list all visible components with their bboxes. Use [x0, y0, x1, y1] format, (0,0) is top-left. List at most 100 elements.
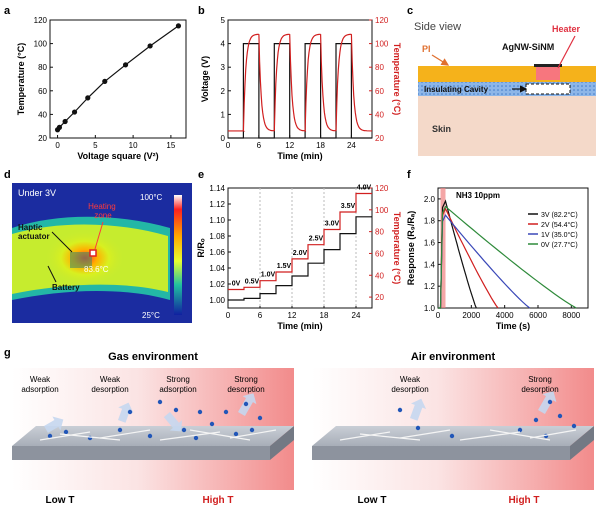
- y-tick-label: 1.2: [424, 282, 436, 291]
- gas-process-label-line: Weak: [30, 375, 51, 384]
- gas-process-label-line: adsorption: [21, 385, 58, 394]
- plot-frame: [49, 19, 187, 139]
- thermal-caption: Under 3V: [18, 188, 56, 198]
- right-tick-label: 80: [375, 63, 384, 72]
- pi-layer: [418, 66, 596, 82]
- gas-process-label-line: Strong: [234, 375, 258, 384]
- x-tick-label: 2000: [462, 311, 480, 320]
- insulating-cavity: [525, 83, 571, 95]
- y-tick-label: 60: [38, 87, 47, 96]
- data-point: [102, 78, 108, 84]
- step-voltage-label: 4.0V: [357, 184, 372, 191]
- data-point: [85, 95, 91, 101]
- panel-letter-g: g: [4, 347, 11, 359]
- data-point: [56, 124, 63, 130]
- x-axis-label: Voltage square (V²): [77, 151, 158, 161]
- gas-molecule: [47, 433, 53, 439]
- air-process-label-line: Weak: [400, 375, 421, 384]
- x-tick-label: 6: [257, 141, 262, 150]
- x-tick-label: 5: [93, 141, 98, 150]
- process-arrow: [44, 416, 64, 433]
- nanowire: [339, 431, 391, 441]
- side-view-title: Side view: [414, 21, 461, 33]
- data-point: [62, 118, 68, 125]
- gas-molecule: [557, 413, 563, 419]
- y-tick-label: 20: [38, 134, 47, 143]
- nanowire: [489, 429, 551, 441]
- air-process-label-line: desorption: [521, 385, 558, 394]
- right-tick-label: 20: [375, 293, 384, 302]
- x-tick-label: 0: [55, 141, 60, 150]
- cavity-label: Insulating Cavity: [424, 85, 489, 94]
- x-tick-label: 10: [129, 141, 138, 150]
- process-arrow: [538, 391, 557, 414]
- gas-low-t-label: Low T: [46, 495, 75, 506]
- x-tick-label: 24: [347, 141, 356, 150]
- step-voltage-label: 2.5V: [309, 236, 324, 243]
- x-axis-label: Time (min): [277, 321, 322, 331]
- nanowire: [399, 429, 451, 439]
- x-tick-label: 24: [352, 311, 361, 320]
- gas-slab-front: [12, 446, 270, 460]
- y-tick-label: 1.14: [209, 184, 225, 193]
- gas-env-title: Gas environment: [108, 351, 198, 363]
- skin-layer: [418, 96, 596, 156]
- agnw-label: AgNW-SiNM: [502, 42, 554, 52]
- heating-zone-label-line2: zone: [94, 211, 112, 220]
- nanowire: [59, 433, 121, 441]
- y-axis-label: R/Rₒ: [196, 238, 206, 257]
- heating-zone-marker: [89, 249, 97, 257]
- right-tick-label: 80: [375, 228, 384, 237]
- right-tick-label: 40: [375, 110, 384, 119]
- gas-process-label-line: Strong: [166, 375, 190, 384]
- battery-label: Battery: [52, 283, 80, 292]
- haptic-label-line1: Haptic: [18, 223, 43, 232]
- air-process-label: Strong desorption: [521, 375, 558, 394]
- haptic-actuator-shape: [70, 252, 92, 268]
- gas-process-label: Weak adsorption: [21, 375, 58, 394]
- gas-molecule: [127, 409, 133, 415]
- y-tick-label: 5: [221, 16, 226, 25]
- y-tick-label: 1.8: [424, 217, 436, 226]
- x-tick-label: 6000: [529, 311, 547, 320]
- agnw-sinm-layer: [534, 64, 562, 67]
- x-tick-label: 4000: [496, 311, 514, 320]
- y-tick-label: 1.02: [209, 280, 225, 289]
- thermal-scale-bar: [174, 195, 182, 315]
- panel-g-schematic: Gas environment Air environment Weak adso…: [12, 351, 594, 506]
- gas-process-label: Strong adsorption: [159, 375, 196, 394]
- pi-label: PI: [422, 44, 431, 54]
- air-high-t-label: High T: [508, 495, 539, 506]
- data-point: [71, 109, 78, 115]
- y-tick-label: 1.00: [209, 296, 225, 305]
- panel-letter-b: b: [198, 5, 205, 17]
- nanowire: [229, 429, 277, 439]
- gas-high-t-label: High T: [202, 495, 233, 506]
- y-tick-label: 2.0: [424, 195, 436, 204]
- x-tick-label: 0: [436, 311, 441, 320]
- scale-max-label: 100°C: [140, 193, 163, 202]
- y-tick-label: 120: [34, 16, 48, 25]
- gas-molecule: [249, 427, 255, 433]
- y-tick-label: 2: [221, 87, 226, 96]
- heater-label: Heater: [552, 24, 581, 34]
- y-tick-label: 1.0: [424, 304, 436, 313]
- x-tick-label: 6: [258, 311, 263, 320]
- haptic-label: Haptic actuator: [18, 223, 50, 241]
- air-process-label: Weak desorption: [391, 375, 428, 394]
- haptic-pointer: [51, 231, 73, 253]
- gas-process-label: Strong desorption: [227, 375, 264, 394]
- gas-slab-top: [12, 426, 294, 446]
- right-tick-label: 60: [375, 249, 384, 258]
- y-tick-label: 1: [221, 110, 226, 119]
- data-point: [147, 43, 153, 49]
- temperature-series: [228, 192, 372, 291]
- panel-letter-e: e: [198, 169, 204, 181]
- process-arrow: [118, 402, 134, 423]
- gas-molecule: [233, 431, 239, 437]
- plot-frame: [227, 19, 373, 139]
- x-tick-label: 18: [316, 141, 325, 150]
